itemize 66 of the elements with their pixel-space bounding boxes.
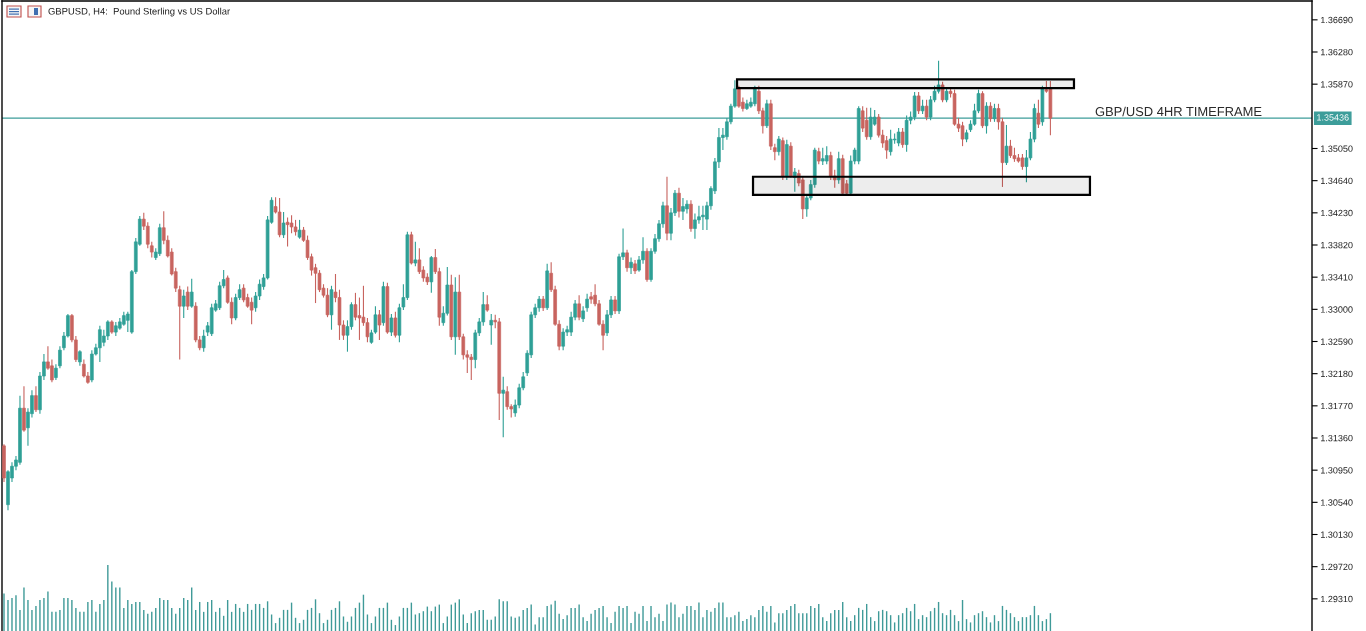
candlestick — [916, 91, 921, 115]
candlestick — [864, 107, 869, 141]
y-tick-label: 1.35050 — [1321, 145, 1353, 152]
y-tick-label: 1.33000 — [1321, 306, 1353, 313]
candlestick — [561, 327, 565, 351]
annotation: GBP/USD 4HR TIMEFRAME — [1095, 106, 1262, 117]
candlestick — [1008, 139, 1013, 159]
candlestick — [984, 101, 989, 135]
candlestick — [413, 241, 418, 267]
candlestick — [1036, 99, 1041, 129]
candlestick — [681, 197, 685, 221]
candlestick — [960, 121, 965, 147]
y-tick-label: 1.31770 — [1321, 402, 1353, 410]
candlestick — [377, 309, 382, 341]
candlestick — [98, 325, 102, 363]
candlestick — [106, 319, 110, 341]
y-tick-label: 1.34640 — [1321, 177, 1353, 185]
candlestick — [249, 297, 254, 325]
candlestick — [22, 385, 26, 433]
candlestick — [884, 135, 889, 160]
candlestick — [285, 216, 290, 248]
candlestick — [281, 211, 286, 239]
candlestick — [589, 291, 593, 305]
candlestick — [185, 286, 190, 311]
candlestick — [868, 107, 873, 141]
y-tick-label: 1.32180 — [1321, 370, 1353, 378]
y-tick-label: 1.35870 — [1321, 81, 1353, 88]
candlestick — [888, 129, 893, 157]
candlestick — [912, 91, 917, 121]
candlestick — [417, 247, 422, 275]
candlestick — [325, 287, 330, 318]
y-tick-label: 1.34230 — [1321, 209, 1353, 217]
ref-line-label: 1.35436 — [1317, 114, 1349, 121]
candlestick — [737, 85, 741, 109]
y-tick-label: 1.30540 — [1321, 499, 1353, 506]
y-tick-label: 1.29310 — [1321, 595, 1353, 603]
candlestick — [625, 249, 629, 273]
candlestick — [777, 135, 781, 157]
y-tick-label: 1.33410 — [1321, 274, 1353, 281]
candlestick — [793, 167, 797, 193]
candlestick — [765, 99, 769, 129]
candlestick — [701, 205, 705, 231]
candlestick — [988, 101, 993, 123]
y-tick-label: 1.36690 — [1321, 16, 1353, 24]
y-tick-label: 1.36280 — [1321, 48, 1353, 56]
text: GBPUSD, H4: Pound Sterling vs US Dollar — [48, 7, 230, 17]
candlestick — [505, 385, 510, 411]
candlestick — [753, 85, 757, 107]
candlestick — [577, 294, 581, 321]
y-tick-label: 1.32590 — [1321, 338, 1353, 345]
candlestick — [992, 103, 997, 123]
candlestick — [677, 187, 681, 219]
candlestick — [469, 353, 474, 381]
candlestick — [1004, 124, 1009, 166]
candlestick — [34, 385, 38, 413]
candlestick — [836, 151, 841, 185]
y-tick-label: 1.29720 — [1321, 563, 1353, 571]
y-tick-label: 1.33820 — [1321, 241, 1353, 249]
y-tick-label: 1.31360 — [1321, 434, 1353, 442]
candlestick — [940, 81, 945, 103]
y-tick-label: 1.30950 — [1321, 467, 1353, 474]
candlestick — [393, 311, 398, 339]
candlestick — [181, 289, 186, 319]
candlestick — [613, 295, 617, 315]
y-tick-label: 1.30130 — [1321, 531, 1353, 538]
candlestick — [629, 256, 633, 275]
